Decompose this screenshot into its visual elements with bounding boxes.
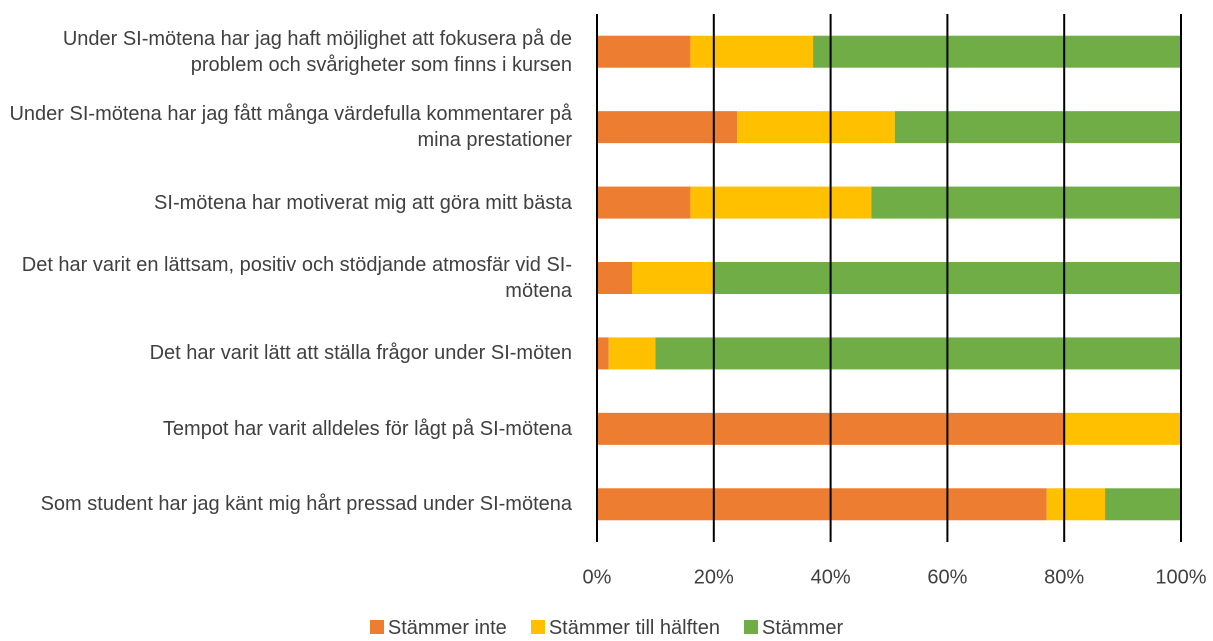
bar-segment	[690, 35, 814, 68]
bar-segment	[597, 35, 691, 68]
bar-segment	[597, 337, 609, 370]
x-tick-label: 0%	[583, 566, 612, 588]
category-label-box: SI-mötena har motiverat mig att göra mit…	[0, 190, 572, 216]
legend-label: Stämmer till hälften	[548, 617, 720, 639]
legend-item: Stämmer till hälften	[530, 617, 720, 640]
category-label: Det har varit en lättsam, positiv och st…	[21, 254, 572, 302]
category-label: Tempot har varit alldeles för lågt på SI…	[162, 417, 572, 440]
bar-segment	[597, 488, 1047, 521]
category-label: Det har varit lätt att ställa frågor und…	[149, 342, 572, 365]
legend-item: Stämmer	[743, 617, 844, 640]
bar-segment	[737, 111, 895, 144]
legend: Stämmer inte Stämmer till hälften Stämmer	[0, 617, 1213, 640]
bar-segment	[632, 262, 714, 294]
x-tick-label: 100%	[1155, 566, 1206, 588]
bar-segment	[1046, 488, 1106, 521]
category-label-box: Under SI-mötena har jag fått många värde…	[0, 101, 572, 153]
category-label-box: Det har varit en lättsam, positiv och st…	[0, 252, 572, 304]
x-tick-label: 20%	[694, 566, 734, 588]
legend-swatch	[743, 620, 758, 634]
category-label-box: Under SI-mötena har jag haft möjlighet a…	[0, 26, 572, 78]
legend-swatch	[369, 620, 384, 634]
bar-segment	[813, 35, 1181, 68]
x-tick-label: 60%	[927, 566, 967, 588]
legend-swatch	[530, 620, 545, 634]
category-label: Under SI-mötena har jag fått många värde…	[9, 103, 572, 152]
legend-label: Stämmer	[761, 617, 844, 639]
bar-segment	[597, 262, 633, 294]
bar-segment	[608, 337, 656, 370]
category-label: SI-mötena har motiverat mig att göra mit…	[154, 191, 572, 214]
bar-segment	[871, 186, 1181, 219]
legend-item: Stämmer inte	[369, 617, 507, 640]
bar-segment	[1105, 488, 1181, 521]
legend-label: Stämmer inte	[387, 617, 507, 639]
category-label-box: Tempot har varit alldeles för lågt på SI…	[0, 416, 572, 442]
x-tick-label: 40%	[811, 566, 851, 588]
category-label: Som student har jag känt mig hårt pressa…	[40, 493, 572, 516]
x-tick-label: 80%	[1044, 566, 1084, 588]
bar-segment	[597, 186, 691, 219]
bar-segment	[690, 186, 872, 219]
category-label-box: Det har varit lätt att ställa frågor und…	[0, 340, 572, 366]
category-label-box: Som student har jag känt mig hårt pressa…	[0, 491, 572, 517]
bar-segment	[1064, 412, 1181, 445]
category-label: Under SI-mötena har jag haft möjlighet a…	[62, 27, 572, 76]
bar-segment	[894, 111, 1181, 144]
bar-segment	[597, 111, 738, 144]
bar-segment	[655, 337, 1181, 370]
